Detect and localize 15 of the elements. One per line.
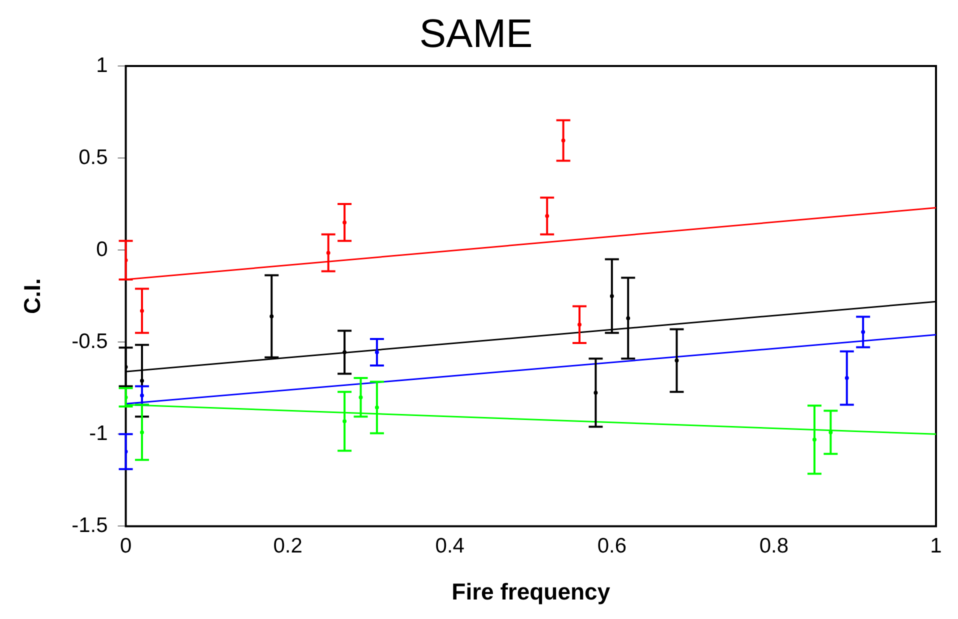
x-tick-label: 1 <box>930 534 942 558</box>
chart-title: SAME <box>419 12 533 56</box>
x-axis-title: Fire frequency <box>452 578 610 605</box>
y-tick-label: 0.5 <box>78 146 108 169</box>
y-tick-label: -1.5 <box>72 514 108 537</box>
y-tick-label: 0 <box>96 238 108 261</box>
y-tick-label: -1 <box>89 422 108 445</box>
x-tick-label: 0 <box>120 534 132 558</box>
x-tick-label: 0.4 <box>435 534 465 558</box>
y-axis-title: C.I. <box>19 278 46 314</box>
x-tick-label: 0.6 <box>597 534 627 558</box>
x-tick-label: 0.2 <box>273 534 302 558</box>
y-tick-label: 1 <box>96 54 108 77</box>
x-tick-label: 0.8 <box>759 534 789 558</box>
y-tick-label: -0.5 <box>72 330 108 353</box>
